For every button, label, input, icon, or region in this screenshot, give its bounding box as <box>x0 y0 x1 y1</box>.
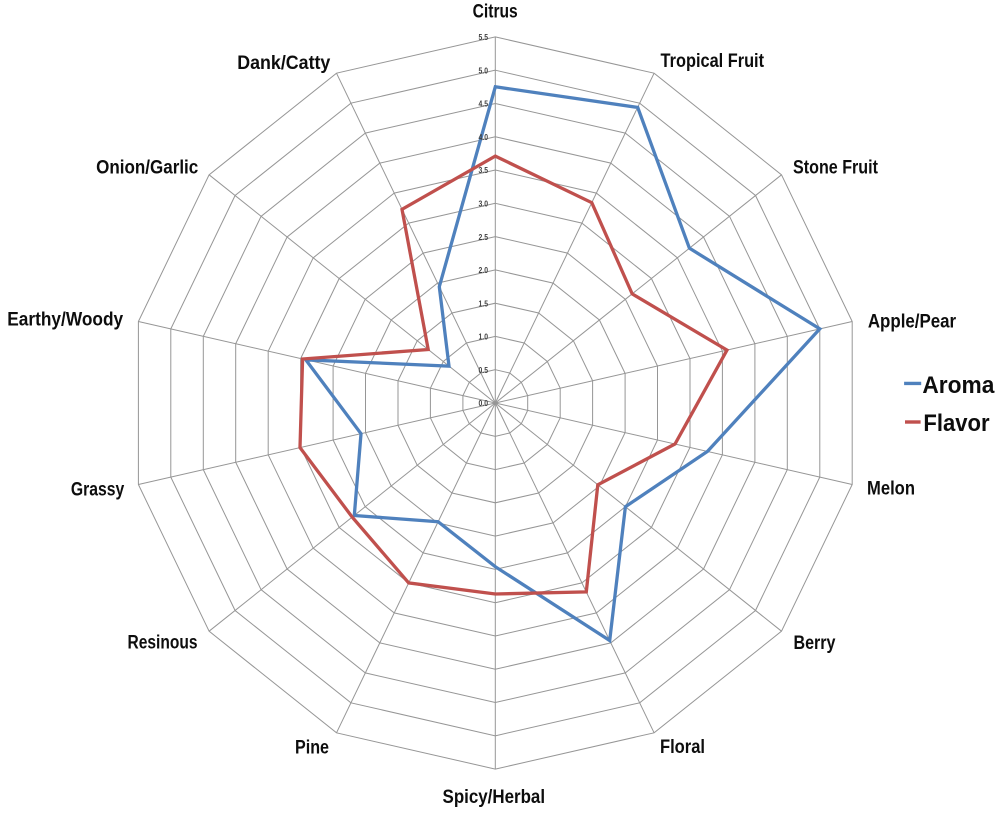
svg-text:Melon: Melon <box>867 478 915 499</box>
svg-text:Grassy: Grassy <box>71 479 125 500</box>
svg-text:Spicy/Herbal: Spicy/Herbal <box>443 787 546 808</box>
svg-text:Berry: Berry <box>794 633 836 654</box>
svg-text:5.0: 5.0 <box>479 65 489 75</box>
svg-text:1.5: 1.5 <box>479 298 489 308</box>
svg-text:4.5: 4.5 <box>479 99 489 109</box>
svg-text:Tropical Fruit: Tropical Fruit <box>661 51 765 72</box>
svg-text:Pine: Pine <box>295 737 329 758</box>
svg-text:Resinous: Resinous <box>128 632 198 653</box>
svg-text:Onion/Garlic: Onion/Garlic <box>96 157 198 178</box>
svg-text:2.0: 2.0 <box>479 265 489 275</box>
svg-text:0.0: 0.0 <box>479 398 489 408</box>
svg-text:0.5: 0.5 <box>479 365 489 375</box>
svg-text:Dank/Catty: Dank/Catty <box>237 53 331 74</box>
svg-text:1.0: 1.0 <box>479 332 489 342</box>
svg-text:Floral: Floral <box>660 737 705 758</box>
svg-text:Citrus: Citrus <box>473 2 518 23</box>
svg-text:Flavor: Flavor <box>923 410 989 437</box>
svg-text:Apple/Pear: Apple/Pear <box>868 312 957 333</box>
svg-text:2.5: 2.5 <box>479 232 489 242</box>
svg-text:3.0: 3.0 <box>479 199 489 209</box>
svg-text:5.5: 5.5 <box>479 32 489 42</box>
svg-text:4.0: 4.0 <box>479 132 489 142</box>
svg-text:3.5: 3.5 <box>479 165 489 175</box>
svg-text:Earthy/Woody: Earthy/Woody <box>7 309 123 330</box>
svg-text:Stone Fruit: Stone Fruit <box>793 158 878 179</box>
svg-text:Aroma: Aroma <box>922 372 995 399</box>
